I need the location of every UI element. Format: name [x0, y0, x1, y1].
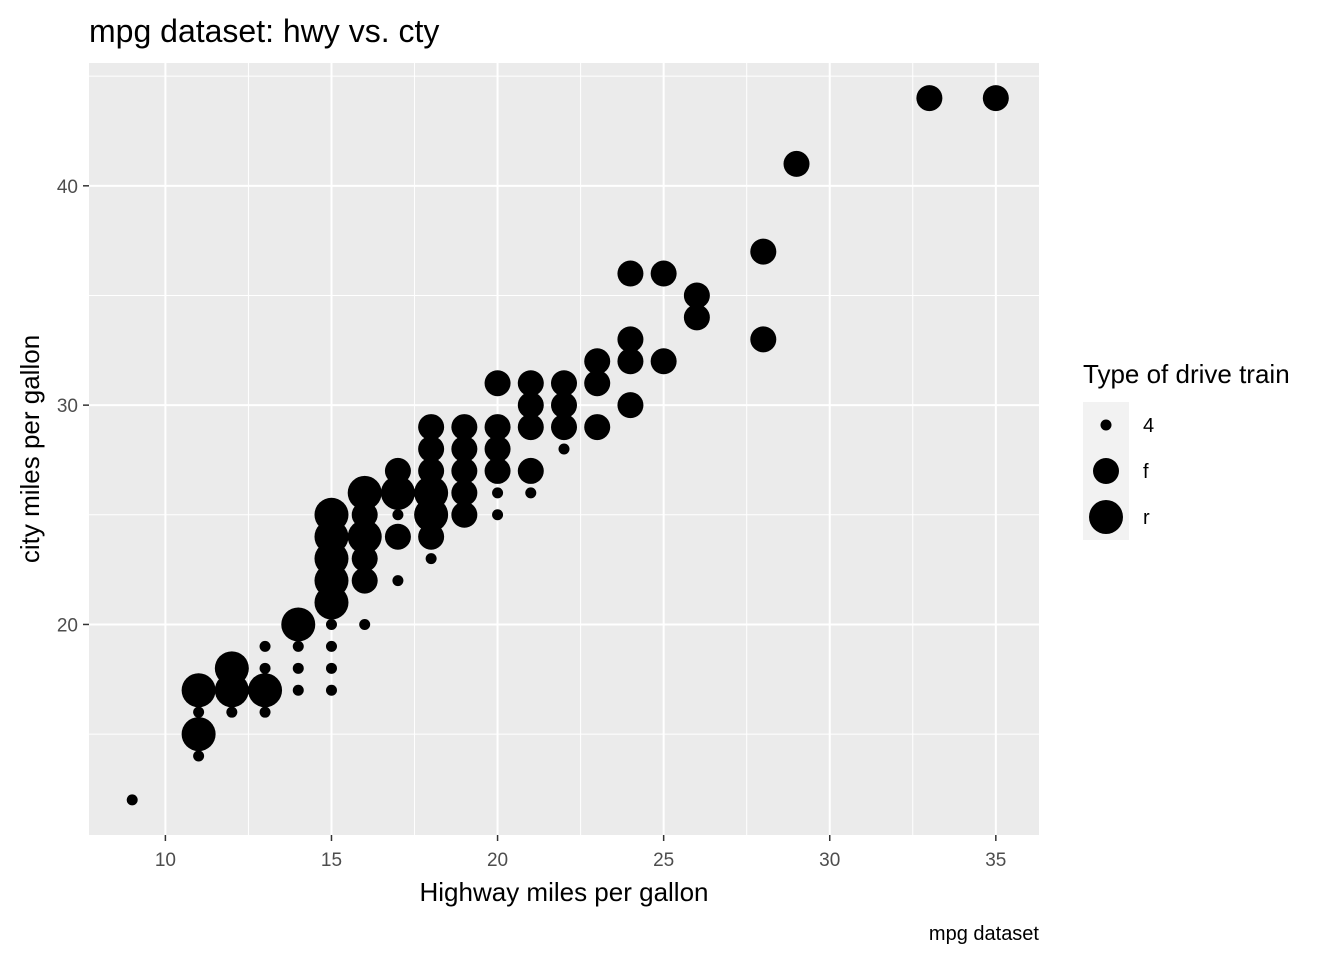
data-point-4	[226, 706, 238, 718]
y-axis-ticks: 20 30 40	[57, 177, 89, 636]
data-point-4	[259, 662, 271, 674]
y-tick-label: 40	[57, 177, 78, 198]
major-gridlines	[89, 63, 1039, 835]
x-tick-label: 35	[985, 850, 1006, 871]
data-point-f	[517, 370, 544, 397]
data-point-f	[451, 457, 478, 484]
data-point-4	[525, 487, 537, 499]
caption: mpg dataset	[929, 923, 1040, 945]
data-point-f	[584, 348, 611, 375]
data-point-r	[347, 475, 382, 510]
x-tick-label: 25	[653, 850, 674, 871]
legend-title: Type of drive train	[1083, 359, 1290, 389]
data-point-4	[259, 706, 271, 718]
data-point-f	[916, 85, 943, 112]
data-point-f	[683, 282, 710, 309]
data-point-r	[248, 673, 283, 708]
data-point-4	[359, 618, 371, 630]
x-tick-label: 15	[321, 850, 342, 871]
data-point-f	[451, 414, 478, 441]
y-axis-title: city miles per gallon	[15, 335, 45, 563]
data-point-r	[281, 607, 316, 642]
legend-key-symbol	[1100, 419, 1112, 431]
data-point-f	[617, 392, 644, 419]
data-point-f	[451, 436, 478, 462]
legend-label: r	[1143, 507, 1150, 529]
data-point-f	[517, 457, 544, 484]
data-point-r	[414, 475, 449, 510]
data-point-f	[517, 414, 544, 441]
data-point-f	[484, 436, 511, 462]
data-point-4	[492, 487, 504, 499]
data-point-f	[617, 326, 644, 353]
data-point-4	[492, 509, 504, 521]
data-point-f	[650, 348, 677, 375]
data-point-f	[617, 348, 644, 375]
chart-title: mpg dataset: hwy vs. cty	[89, 13, 439, 49]
data-point-4	[558, 443, 570, 455]
data-point-4	[325, 684, 337, 696]
minor-gridlines	[89, 63, 1039, 835]
data-point-f	[650, 260, 677, 287]
data-point-4	[292, 640, 304, 652]
legend-label: f	[1143, 461, 1149, 483]
data-point-4	[193, 706, 205, 718]
data-point-4	[392, 575, 404, 587]
data-point-4	[126, 794, 138, 806]
data-point-f	[451, 501, 478, 528]
data-point-4	[292, 684, 304, 696]
data-point-f	[384, 523, 411, 550]
legend-key-symbol	[1093, 458, 1119, 484]
x-axis-ticks: 10 15 20 25 30 35	[155, 835, 1006, 871]
data-point-f	[418, 436, 445, 462]
data-point-f	[551, 414, 577, 441]
data-point-4	[425, 553, 437, 565]
data-point-f	[484, 414, 511, 441]
data-point-f	[683, 304, 710, 331]
data-point-r	[181, 673, 216, 708]
data-point-f	[484, 457, 511, 484]
data-point-f	[551, 370, 577, 397]
data-points	[126, 85, 1009, 806]
data-point-f	[451, 479, 478, 506]
data-point-4	[325, 640, 337, 652]
data-point-4	[292, 662, 304, 674]
data-point-r	[380, 475, 415, 510]
data-point-4	[193, 750, 205, 762]
data-point-4	[325, 662, 337, 674]
data-point-r	[181, 717, 216, 752]
x-tick-label: 30	[819, 850, 840, 871]
data-point-f	[517, 392, 544, 419]
x-axis-title: Highway miles per gallon	[419, 877, 708, 907]
data-point-f	[418, 414, 445, 441]
data-point-f	[750, 326, 777, 353]
data-point-f	[551, 392, 577, 419]
data-point-f	[584, 414, 611, 441]
data-point-f	[783, 150, 810, 177]
y-tick-label: 30	[57, 396, 78, 417]
legend: Type of drive train 4 f r	[1083, 359, 1290, 540]
data-point-f	[617, 260, 644, 287]
legend-label: 4	[1143, 415, 1154, 437]
data-point-r	[214, 651, 249, 686]
legend-keys: 4 f r	[1083, 402, 1154, 540]
data-point-4	[392, 509, 404, 521]
data-point-f	[351, 567, 378, 594]
data-point-f	[484, 370, 511, 397]
data-point-r	[314, 497, 349, 532]
data-point-f	[982, 85, 1009, 112]
legend-key-symbol	[1089, 500, 1123, 534]
x-tick-label: 20	[487, 850, 508, 871]
data-point-r	[347, 519, 382, 554]
y-tick-label: 20	[57, 615, 78, 636]
x-tick-label: 10	[155, 850, 176, 871]
data-point-4	[325, 618, 337, 630]
data-point-4	[259, 640, 271, 652]
data-point-f	[584, 370, 611, 397]
data-point-f	[750, 238, 777, 265]
